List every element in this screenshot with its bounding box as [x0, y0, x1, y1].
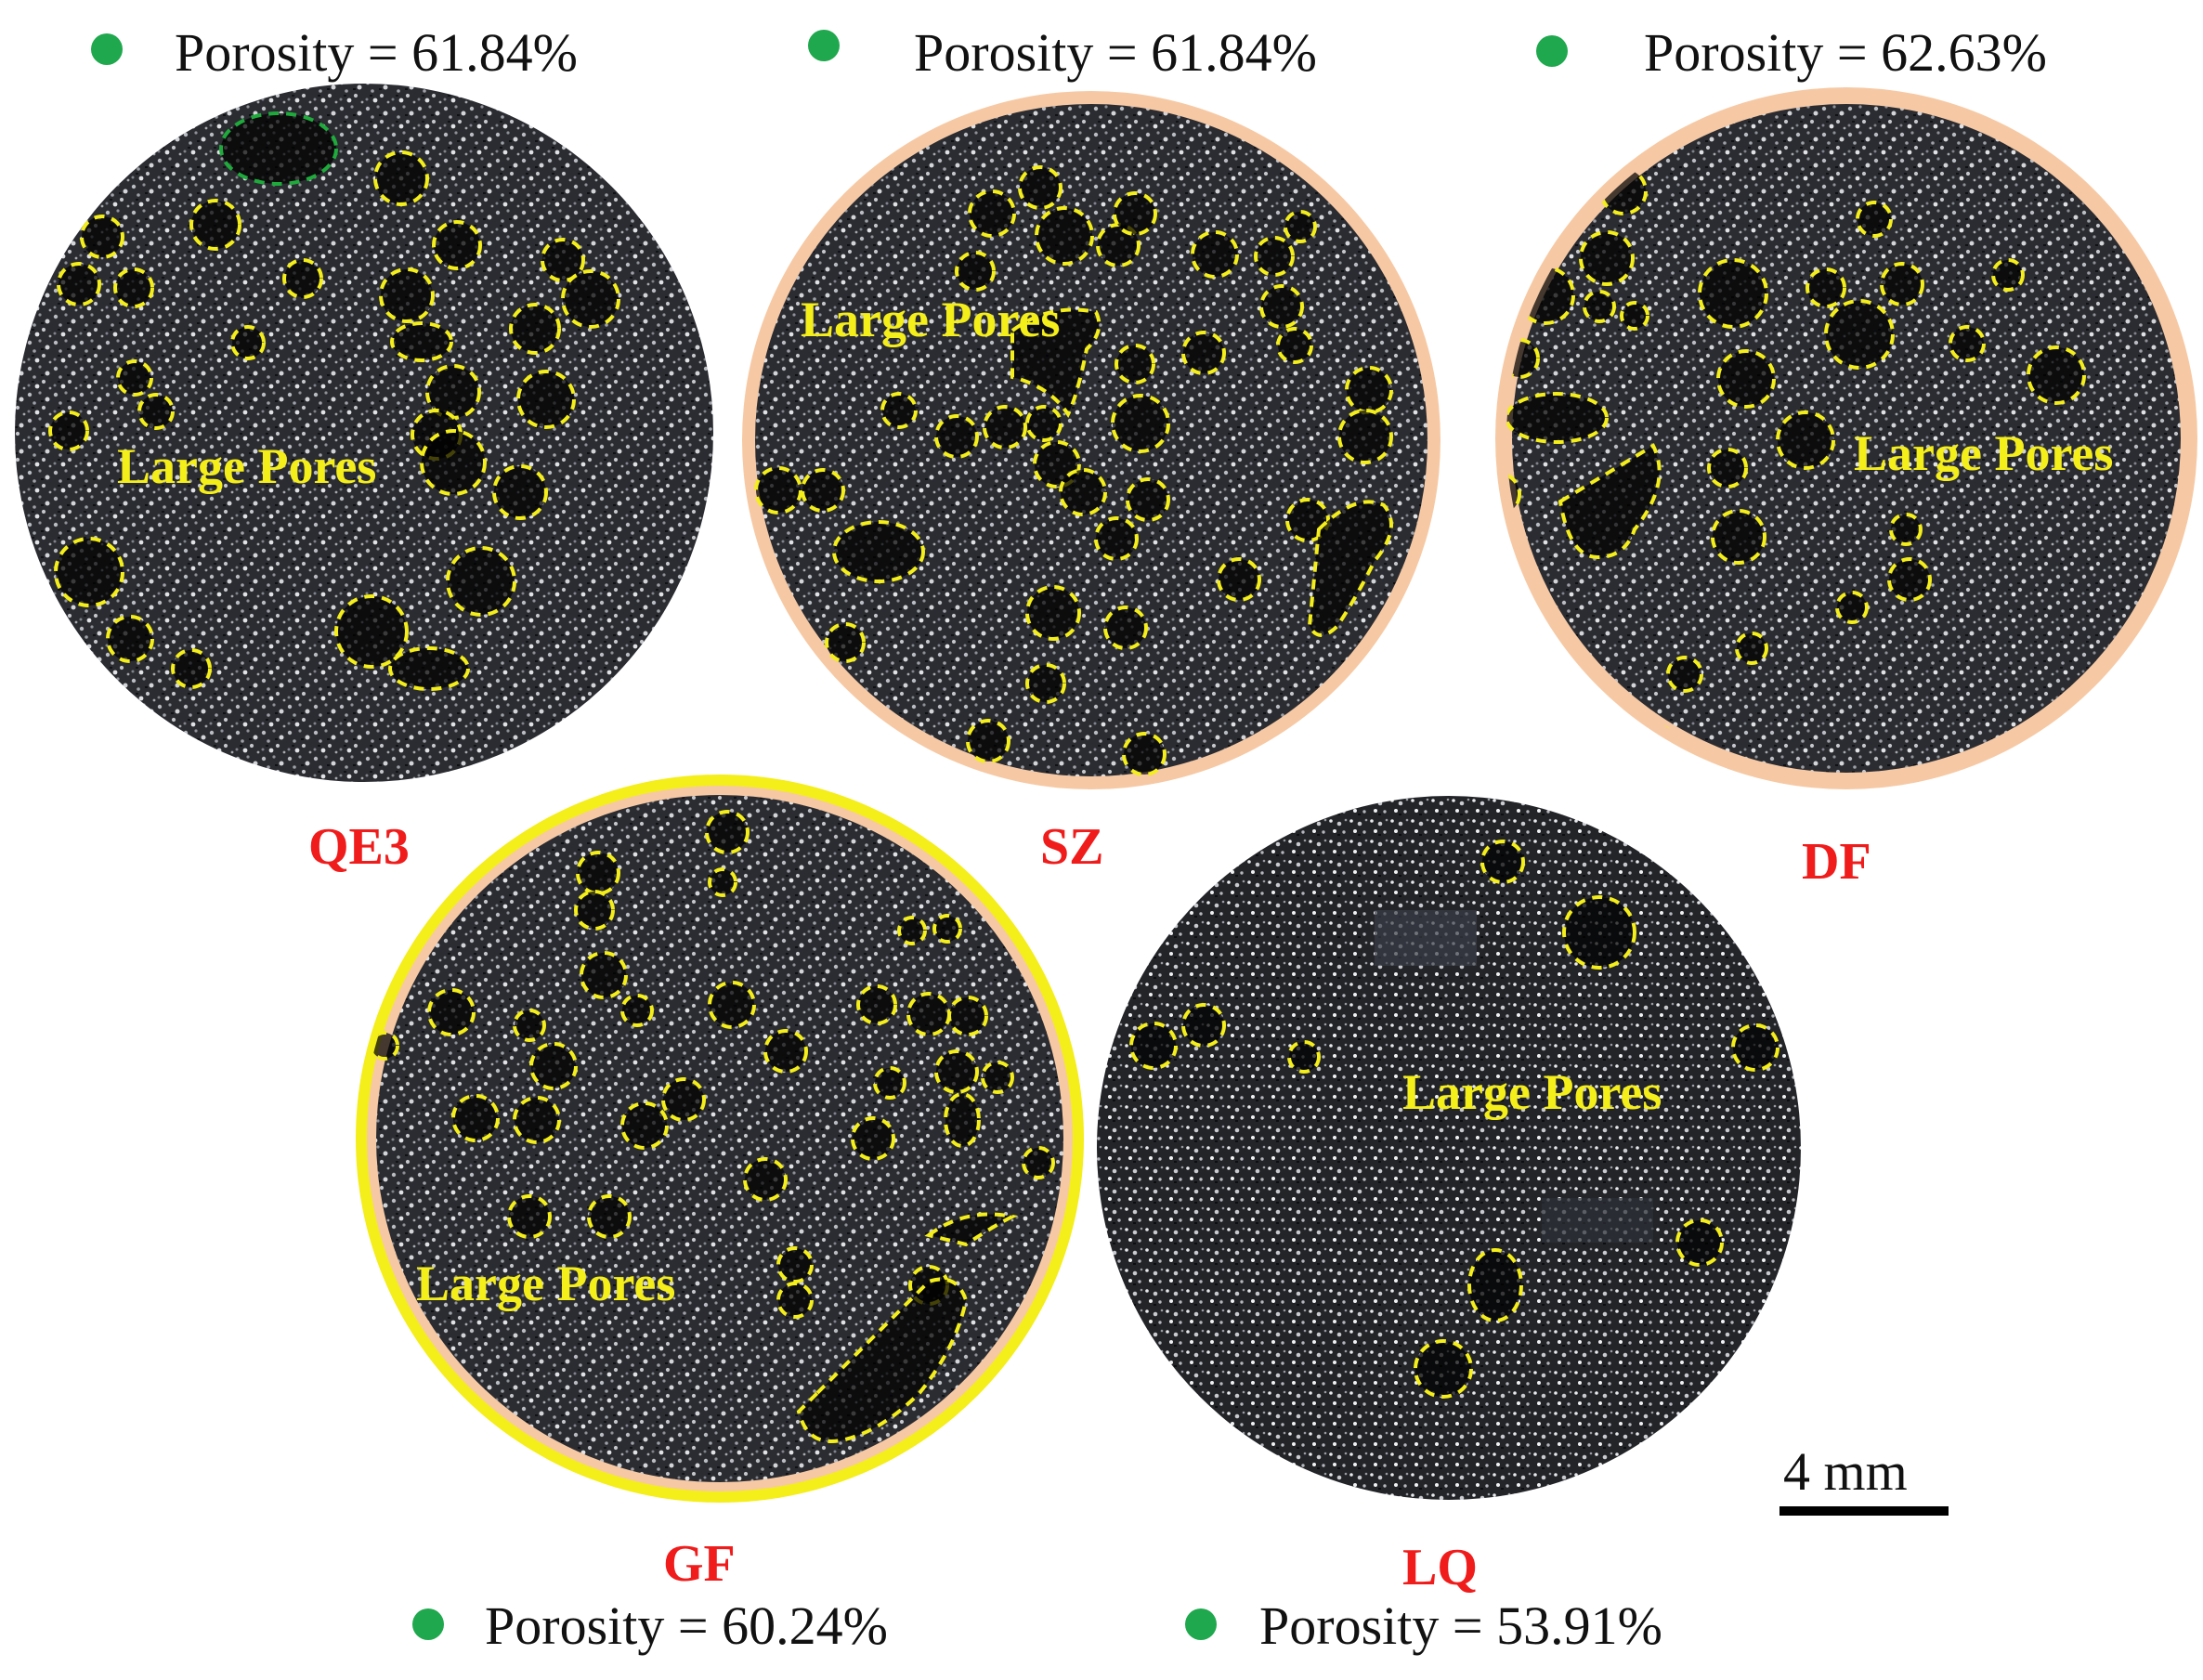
sample-label-sz: SZ [1040, 818, 1104, 876]
sample-lq-image: Large Pores [1097, 796, 1801, 1500]
large-pores-label-gf: Large Pores [416, 1256, 675, 1311]
porosity-dot-df [1536, 35, 1568, 67]
sample-label-gf: GF [663, 1535, 736, 1593]
sample-label-qe3: QE3 [308, 818, 410, 876]
scale-bar [1779, 1506, 1949, 1516]
large-pores-label-sz: Large Pores [801, 292, 1060, 347]
porosity-dot-gf [412, 1608, 444, 1640]
porosity-dot-sz [808, 30, 840, 61]
porosity-gf: Porosity = 60.24% [485, 1595, 888, 1656]
porosity-qe3: Porosity = 61.84% [175, 22, 578, 83]
sample-gf-image: Large Pores [356, 775, 1084, 1503]
sample-label-lq: LQ [1402, 1539, 1478, 1596]
sample-df-image: Large Pores [1495, 87, 2197, 789]
porosity-dot-lq [1185, 1608, 1217, 1640]
large-pores-label-df: Large Pores [1854, 425, 2113, 481]
porosity-dot-qe3 [91, 33, 123, 65]
sample-qe3-image: Large Pores [15, 84, 713, 782]
sample-label-df: DF [1802, 833, 1871, 891]
sample-sz-image: Large Pores [742, 91, 1440, 789]
scale-bar-label: 4 mm [1783, 1441, 1908, 1502]
porosity-sz: Porosity = 61.84% [914, 22, 1317, 83]
porosity-lq: Porosity = 53.91% [1259, 1595, 1662, 1656]
porosity-df: Porosity = 62.63% [1644, 22, 2047, 83]
large-pores-label-qe3: Large Pores [117, 438, 376, 494]
large-pores-label-lq: Large Pores [1402, 1064, 1662, 1120]
